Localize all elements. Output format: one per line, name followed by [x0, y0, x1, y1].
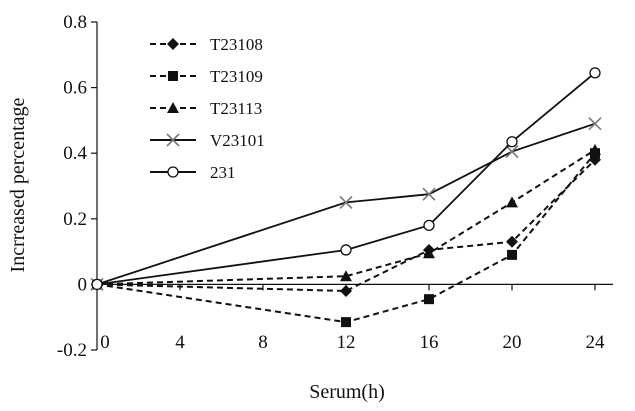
- legend-label: T23108: [210, 35, 263, 54]
- series-V23101: [90, 117, 602, 291]
- data-point-T23109: [424, 294, 434, 305]
- legend-marker: [166, 133, 180, 147]
- y-tick-label: 0.8: [63, 12, 87, 33]
- x-tick-label: 8: [258, 332, 268, 353]
- y-axis-title: Incrreased percentage: [7, 97, 29, 272]
- data-point-T23113: [423, 247, 435, 259]
- legend-label: T23109: [210, 67, 263, 86]
- data-point-T23113: [589, 143, 601, 155]
- data-point-T23113: [340, 270, 352, 282]
- y-tick-label: 0.6: [63, 78, 87, 99]
- data-point-V23101: [588, 117, 602, 131]
- data-point-T23108: [506, 235, 518, 248]
- x-axis-title: Serum(h): [309, 381, 385, 403]
- legend-item-V23101: V23101: [150, 131, 265, 150]
- x-tick-label: 20: [503, 332, 522, 353]
- data-point-T23109: [341, 317, 351, 328]
- legend: T23108 T23109 T23113 V23101 231: [150, 35, 265, 182]
- legend-label: 231: [210, 163, 236, 182]
- legend-marker: [167, 38, 179, 50]
- y-tick-label: 0.2: [63, 209, 87, 230]
- legend-item-T23113: T23113: [150, 99, 262, 118]
- data-point-231: [589, 67, 601, 79]
- data-point-231: [340, 244, 352, 256]
- legend-marker: [167, 102, 179, 113]
- series-T23109: [92, 148, 600, 328]
- series-line-T23109: [96, 152, 596, 324]
- legend-item-T23108: T23108: [150, 35, 263, 54]
- x-tick-label: 16: [420, 332, 439, 353]
- data-point-T23108: [340, 284, 352, 297]
- data-point-231: [423, 219, 435, 232]
- data-point-V23101: [422, 187, 436, 201]
- data-point-231: [506, 136, 518, 148]
- data-point-231: [91, 278, 103, 291]
- axes: -0.2 0 0.2 0.4 0.6 0.8 0 4 8 12 16 20 24: [57, 12, 613, 361]
- x-tick-label: 24: [586, 332, 606, 353]
- x-tick-label: 12: [337, 332, 356, 353]
- y-tick-label: 0: [78, 274, 88, 295]
- y-tick-label: -0.2: [57, 340, 87, 361]
- legend-label: T23113: [210, 99, 262, 118]
- series-T23113: [91, 143, 601, 290]
- legend-label: V23101: [210, 131, 265, 150]
- legend-marker: [168, 71, 178, 81]
- legend-marker: [167, 166, 179, 178]
- data-point-V23101: [339, 195, 353, 209]
- y-tick-label: 0.4: [63, 143, 87, 164]
- series-layer: [90, 67, 602, 328]
- data-point-V23101: [505, 144, 519, 159]
- data-point-T23109: [507, 249, 517, 260]
- data-point-T23113: [506, 196, 518, 208]
- legend-item-T23109: T23109: [150, 67, 263, 86]
- legend-item-231: 231: [150, 163, 236, 182]
- series-line-V23101: [96, 122, 596, 286]
- series-231: [91, 67, 601, 291]
- x-tick-label: 0: [100, 332, 110, 353]
- x-tick-label: 4: [175, 332, 185, 353]
